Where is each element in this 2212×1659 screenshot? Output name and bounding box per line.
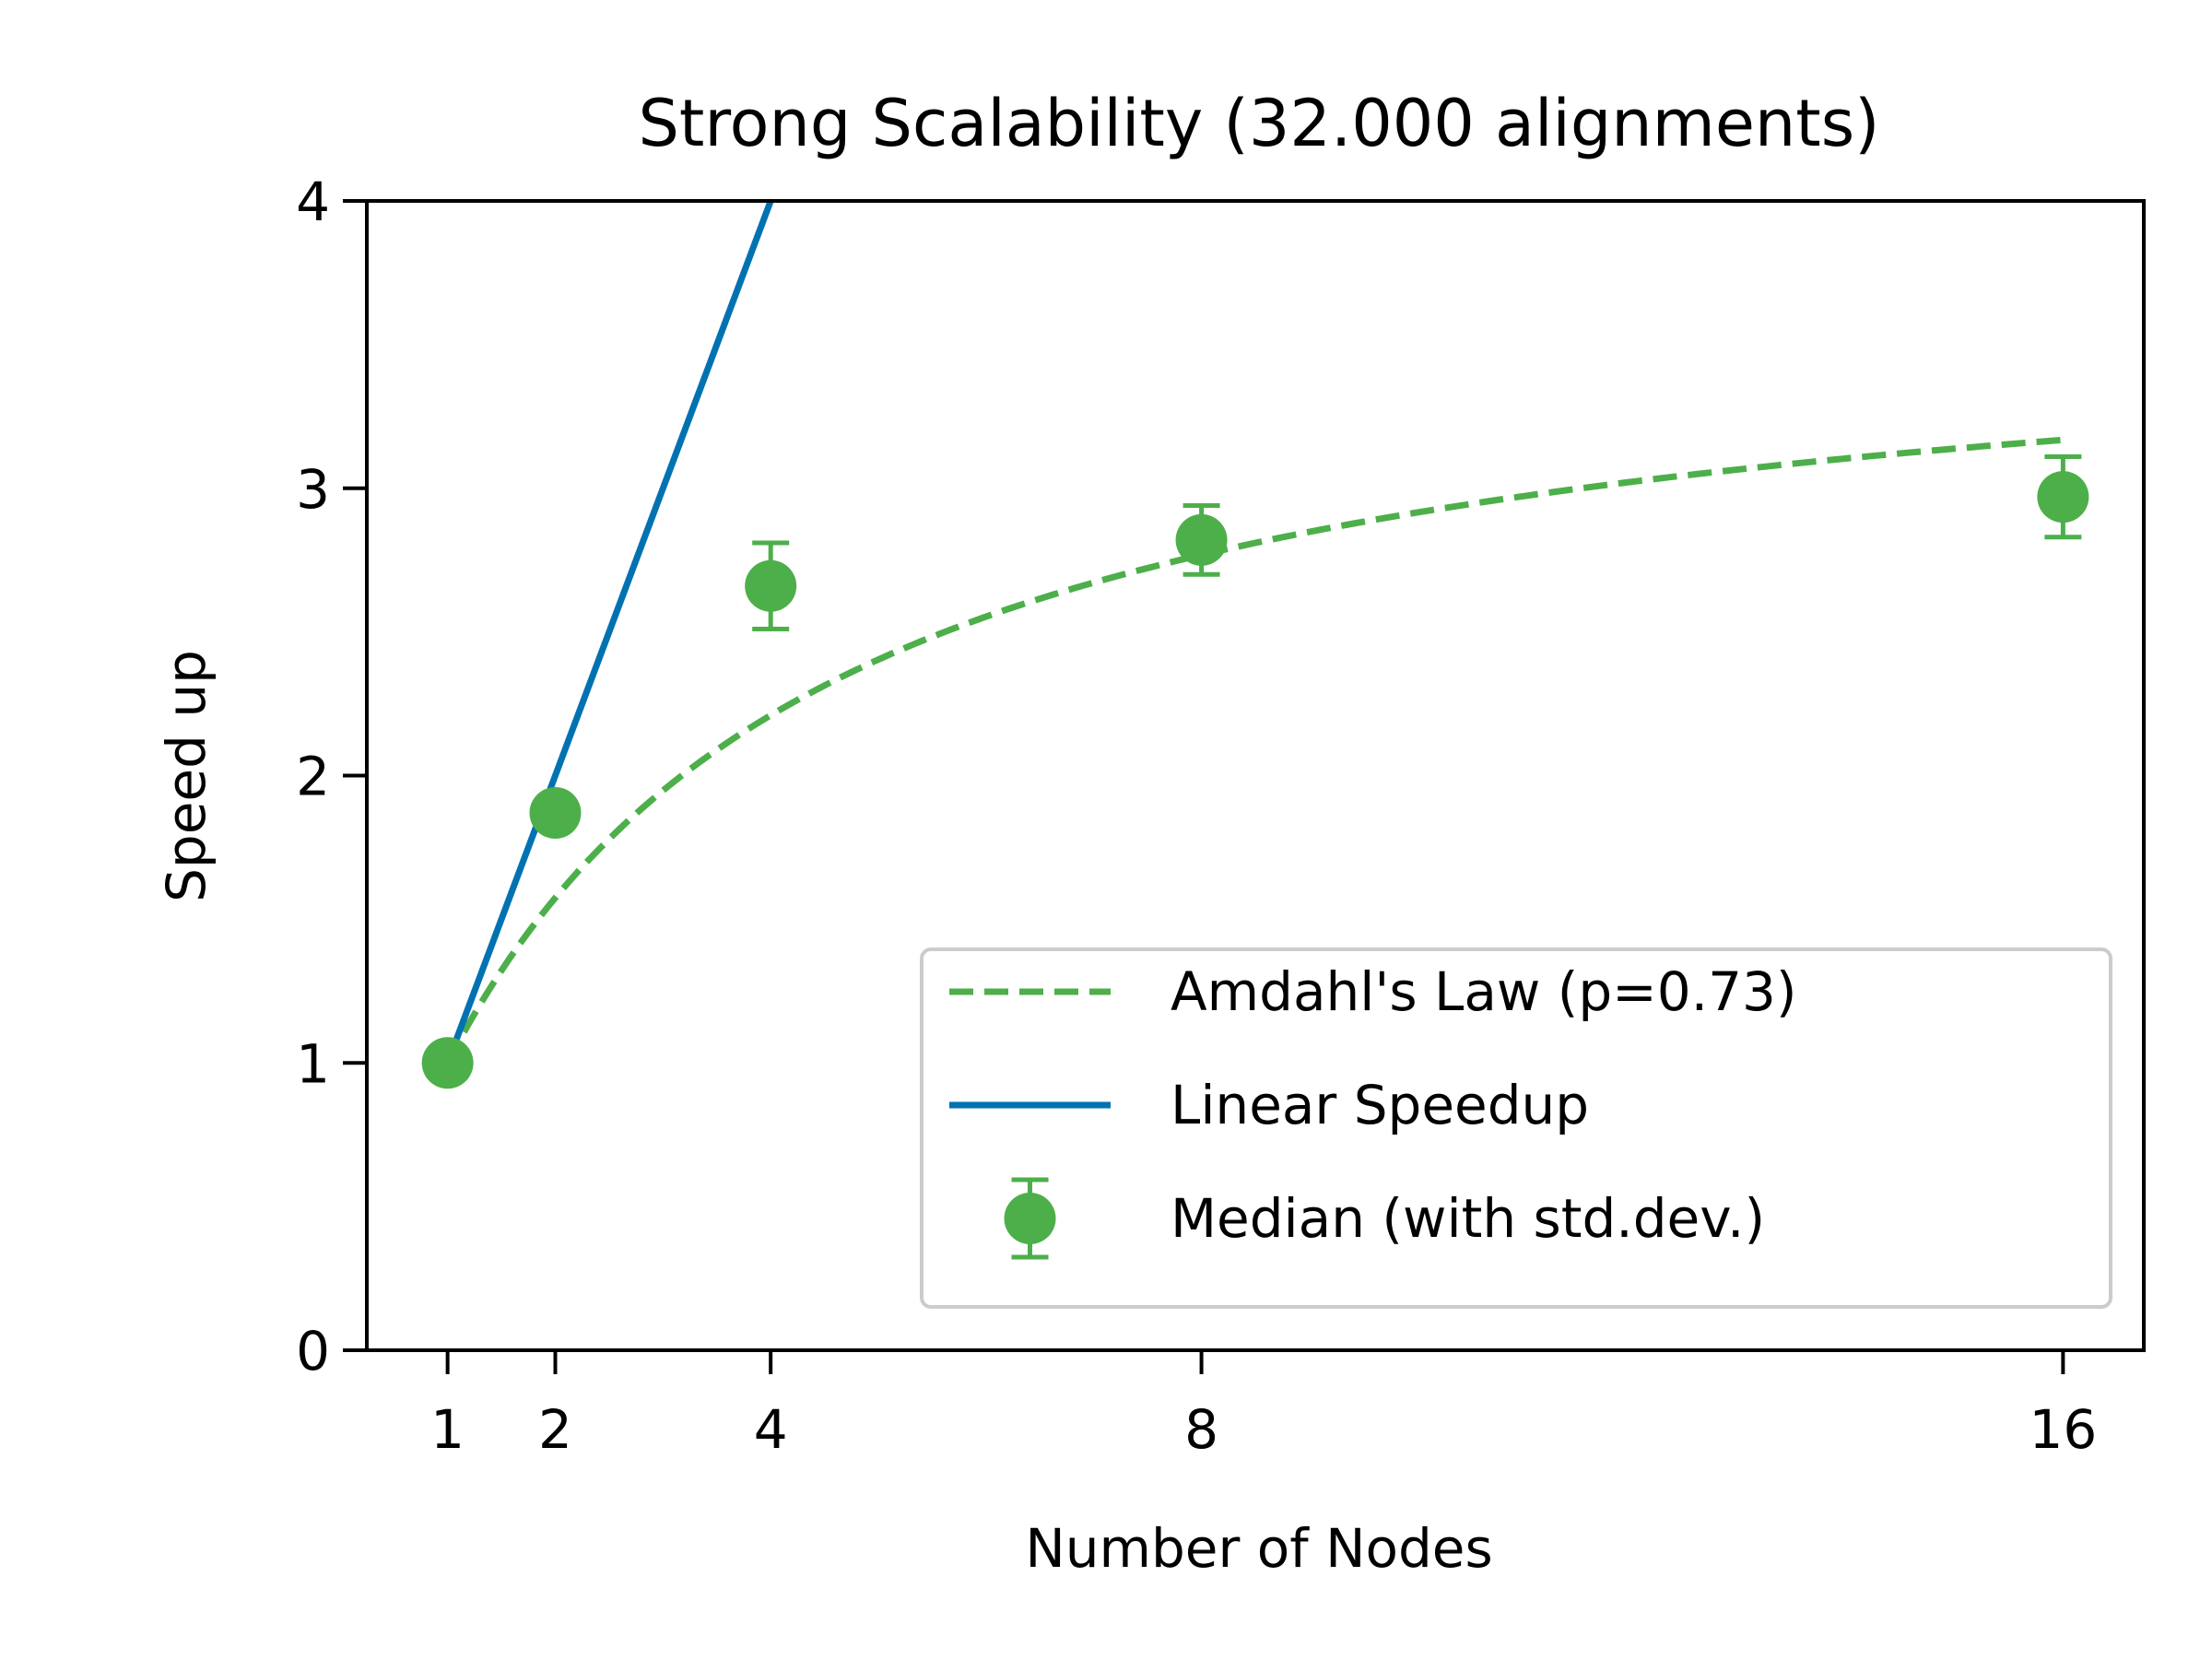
linear-speedup-line bbox=[444, 201, 774, 1065]
legend: Amdahl's Law (p=0.73) Linear Speedup Media… bbox=[920, 947, 2112, 1309]
legend-box bbox=[920, 947, 2112, 1309]
x-tick-label-2: 2 bbox=[538, 1398, 572, 1461]
median-point-8 bbox=[1175, 513, 1228, 566]
y-axis-label: Speed up bbox=[155, 650, 218, 902]
y-tick-label-1: 1 bbox=[296, 1032, 330, 1095]
legend-median-marker bbox=[1004, 1193, 1056, 1244]
series-group bbox=[444, 201, 2064, 1065]
plot-area bbox=[365, 199, 2146, 1352]
x-axis-label: Number of Nodes bbox=[1025, 1517, 1492, 1580]
x-tick-label-1: 1 bbox=[430, 1398, 465, 1461]
chart-title: Strong Scalability (32.000 alignments) bbox=[639, 86, 1880, 161]
legend-median-label: Median (with std.dev.) bbox=[1171, 1187, 1765, 1250]
median-point-4 bbox=[745, 559, 797, 612]
median-point-1 bbox=[421, 1037, 474, 1089]
y-tick-label-0: 0 bbox=[296, 1320, 330, 1382]
y-tick-label-4: 4 bbox=[296, 171, 330, 233]
amdahl-law-line bbox=[444, 436, 2064, 1065]
y-axis: 0 1 2 3 4 bbox=[296, 171, 367, 1382]
x-tick-label-8: 8 bbox=[1184, 1398, 1218, 1461]
legend-linear-label: Linear Speedup bbox=[1171, 1074, 1589, 1136]
y-tick-label-2: 2 bbox=[296, 746, 330, 808]
legend-amdahl-label: Amdahl's Law (p=0.73) bbox=[1171, 960, 1797, 1023]
median-point-16 bbox=[2037, 471, 2089, 524]
median-point-2 bbox=[529, 787, 582, 840]
x-tick-label-4: 4 bbox=[754, 1398, 788, 1461]
y-tick-label-3: 3 bbox=[296, 458, 330, 521]
x-tick-label-16: 16 bbox=[2029, 1398, 2097, 1461]
x-axis: 1 2 4 8 16 bbox=[430, 1350, 2097, 1461]
